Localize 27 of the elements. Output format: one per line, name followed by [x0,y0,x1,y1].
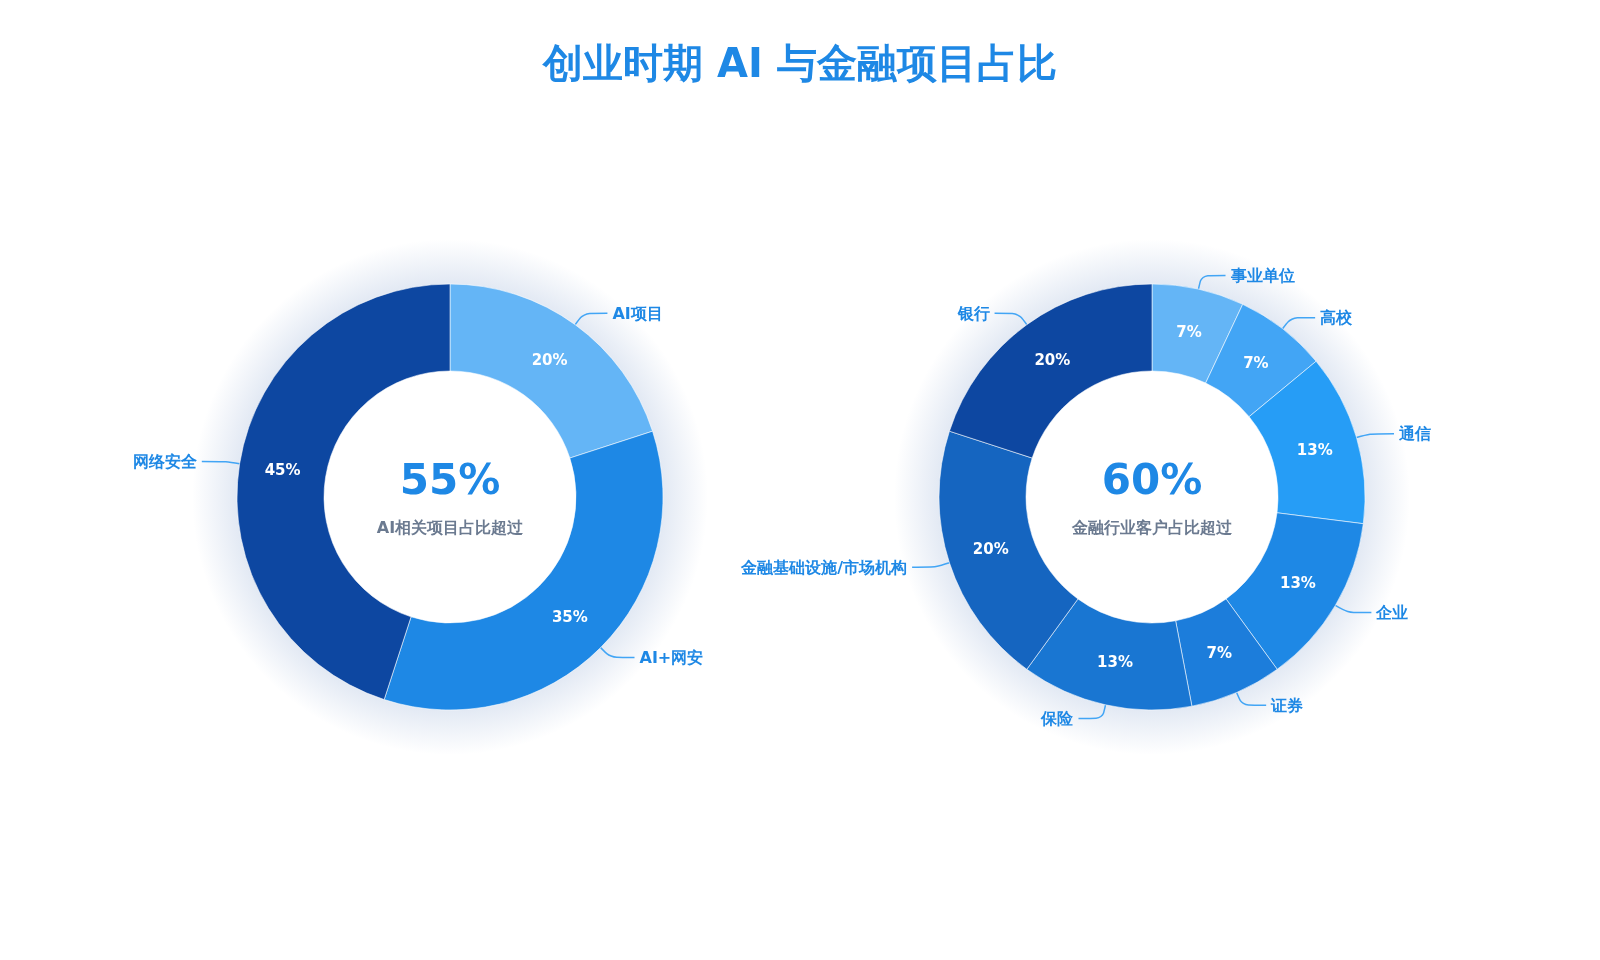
data-label: 20% [1034,350,1071,369]
data-label: 7% [1206,643,1233,662]
data-label: 45% [264,461,301,480]
data-label: 13% [1296,440,1333,459]
text: AI相关项目占比超过 [376,517,525,537]
data-label: 7% [1176,322,1202,341]
slice-label: 证券 [1270,695,1304,715]
slice-label: 银行 [956,303,990,323]
data-label: 7% [1243,354,1269,373]
slice-label: 保险 [1040,709,1075,729]
slice-label: AI+网安 [639,648,704,668]
text: 60% [1101,454,1203,504]
data-label: 13% [1097,653,1133,672]
slice-label: 网络安全 [132,451,198,471]
text: 金融行业客户占比超过 [1071,517,1233,537]
text: 55% [399,454,501,504]
slice-label: 通信 [1397,424,1431,444]
slice-label: 企业 [1375,603,1409,623]
slice-label: 事业单位 [1229,265,1295,285]
slice-label: AI项目 [612,303,663,323]
data-label: 13% [1279,574,1316,593]
data-label: 35% [551,607,588,626]
data-label: 20% [531,350,568,369]
data-label: 20% [972,540,1009,559]
slice-label: 高校 [1320,308,1354,328]
text: 创业时期 AI 与金融项目占比 [543,39,1057,88]
slice-label: 金融基础设施/市场机构 [740,557,908,577]
